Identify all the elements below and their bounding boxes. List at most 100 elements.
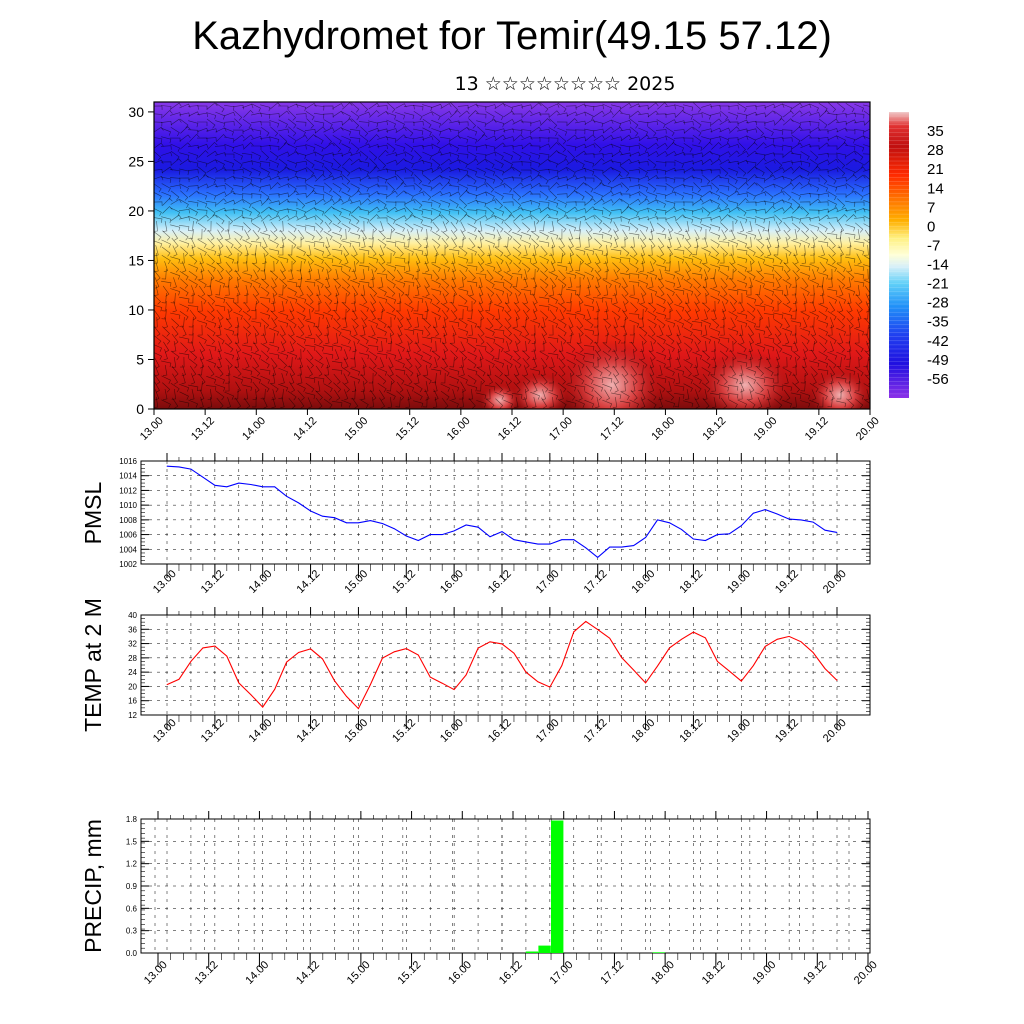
x-tick-label: 14.12 xyxy=(294,568,322,596)
heatmap-warm-core xyxy=(700,350,790,409)
colorbar-label: 7 xyxy=(927,199,935,216)
precip-bar xyxy=(538,945,551,953)
colorbar-label: 21 xyxy=(927,161,944,178)
x-tick-label: 19.00 xyxy=(752,415,780,443)
data-point xyxy=(501,643,503,645)
colorbar-label: 35 xyxy=(927,123,944,140)
y-tick-label: 32 xyxy=(128,640,137,649)
y-tick-label: 1008 xyxy=(119,516,137,525)
x-tick-label: 17.12 xyxy=(582,568,610,596)
data-point xyxy=(693,538,694,540)
data-point xyxy=(717,661,718,662)
y-tick-label: 1010 xyxy=(119,501,137,510)
x-tick-label: 14.00 xyxy=(243,959,271,987)
x-tick-label: 16.00 xyxy=(445,415,473,443)
data-point xyxy=(274,486,276,488)
data-point xyxy=(525,671,527,673)
x-tick-label: 17.00 xyxy=(534,568,562,596)
data-point xyxy=(346,522,347,524)
precip-bar xyxy=(652,952,665,953)
x-tick-label: 13.12 xyxy=(193,959,221,987)
y-axis-title: TEMP at 2 M xyxy=(80,598,106,732)
data-point xyxy=(405,648,407,649)
x-tick-label: 18.00 xyxy=(629,568,657,596)
y-tick-label: 0.0 xyxy=(126,949,138,958)
y-tick-label: 15 xyxy=(128,252,144,268)
data-point xyxy=(250,484,252,485)
data-point xyxy=(740,680,742,682)
colorbar xyxy=(889,112,909,398)
data-point xyxy=(370,684,371,685)
data-point xyxy=(453,530,455,532)
colorbar-label: 28 xyxy=(927,142,944,159)
data-point xyxy=(322,515,323,517)
data-point xyxy=(238,682,240,684)
data-point xyxy=(190,661,192,662)
data-point xyxy=(597,629,599,630)
y-tick-label: 36 xyxy=(128,625,137,634)
x-tick-label: 17.00 xyxy=(548,959,576,987)
data-point xyxy=(370,520,371,521)
x-tick-label: 14.12 xyxy=(294,959,322,987)
x-tick-label: 16.00 xyxy=(446,959,474,987)
y-tick-label: 0.3 xyxy=(126,927,138,936)
data-point xyxy=(561,539,563,541)
data-point xyxy=(178,678,180,680)
panel-frame xyxy=(140,818,871,954)
data-point xyxy=(705,540,706,541)
x-tick-label: 15.00 xyxy=(345,959,373,987)
data-point xyxy=(824,668,826,669)
data-point xyxy=(752,512,754,514)
data-point xyxy=(609,546,611,548)
data-point xyxy=(561,665,563,667)
colorbar-label: -28 xyxy=(927,295,949,312)
data-point xyxy=(693,631,694,633)
data-point xyxy=(226,486,228,488)
data-point xyxy=(190,468,192,470)
panel-frame xyxy=(140,460,871,565)
data-point xyxy=(669,522,670,524)
data-point xyxy=(286,661,287,663)
data-point xyxy=(752,665,754,667)
data-point xyxy=(166,684,168,685)
data-point xyxy=(166,465,168,467)
chart-subtitle: 13 ☆☆☆☆☆☆☆☆ 2025 xyxy=(454,73,676,95)
data-point xyxy=(346,696,347,697)
x-tick-label: 13.12 xyxy=(189,415,217,443)
x-tick-label: 16.00 xyxy=(438,568,466,596)
y-tick-label: 1.5 xyxy=(126,837,138,846)
data-point xyxy=(489,641,491,643)
data-point xyxy=(812,521,814,523)
x-tick-label: 13.00 xyxy=(142,959,170,987)
wind-barbs xyxy=(154,102,870,409)
x-tick-label: 17.12 xyxy=(598,415,626,443)
data-point xyxy=(836,532,838,533)
data-point xyxy=(202,647,204,649)
data-point xyxy=(310,510,311,512)
data-point xyxy=(489,536,491,538)
data-point xyxy=(501,531,503,532)
precip-bar xyxy=(525,951,539,953)
x-tick-label: 19.12 xyxy=(803,415,831,443)
x-tick-label: 19.12 xyxy=(773,568,801,596)
colorbar-label: -35 xyxy=(927,314,949,331)
data-point xyxy=(465,674,467,676)
data-point xyxy=(740,525,742,527)
x-tick-label: 20.00 xyxy=(821,568,849,596)
data-point xyxy=(262,486,264,488)
data-point xyxy=(178,466,180,468)
data-point xyxy=(549,686,551,688)
data-point xyxy=(549,543,551,545)
data-point xyxy=(621,657,622,658)
data-point xyxy=(358,522,359,524)
data-point xyxy=(513,539,515,541)
data-point xyxy=(393,651,395,653)
y-tick-label: 1002 xyxy=(119,560,137,569)
x-tick-label: 19.00 xyxy=(750,959,778,987)
heatmap-warm-core xyxy=(480,384,520,409)
data-point xyxy=(262,706,264,708)
data-point xyxy=(322,658,323,660)
y-tick-label: 30 xyxy=(128,104,144,120)
x-tick-label: 16.12 xyxy=(496,415,524,443)
data-point xyxy=(776,638,778,640)
